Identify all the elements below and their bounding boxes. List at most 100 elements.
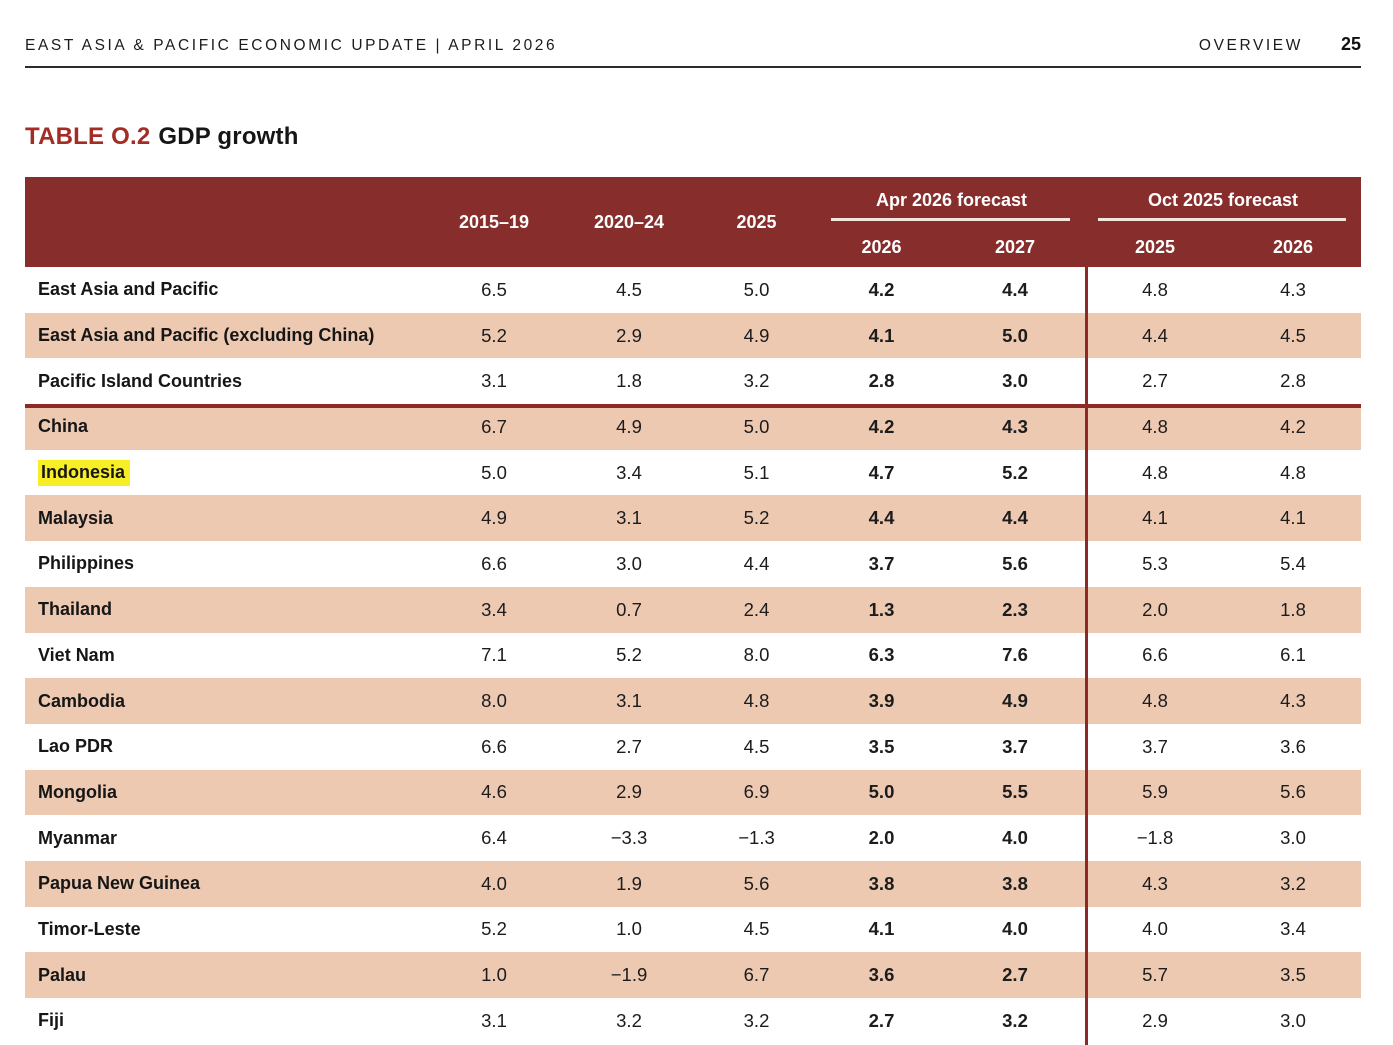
cell-value: 6.9 <box>743 781 770 803</box>
cell-value: 4.0 <box>1002 827 1028 849</box>
row-label: Viet Nam <box>38 644 115 665</box>
cell-value: 2.8 <box>868 370 895 392</box>
cell-value: 5.2 <box>743 507 770 529</box>
table-row: Palau 1.0 −1.9 6.7 3.6 2.7 5.7 3.5 <box>25 952 1361 998</box>
row-label: Palau <box>38 964 87 985</box>
row-label: Timor-Leste <box>38 918 141 939</box>
cell-value: 4.6 <box>481 781 507 803</box>
cell-value: 3.7 <box>868 552 895 574</box>
cell-value: 3.1 <box>481 1009 507 1031</box>
table-row: Cambodia 8.0 3.1 4.8 3.9 4.9 4.8 4.3 <box>25 678 1361 724</box>
cell-value: 6.1 <box>1280 644 1306 666</box>
cell-value: 4.8 <box>1280 461 1306 483</box>
cell-value: 4.4 <box>1002 507 1028 529</box>
cell-value: 4.4 <box>1142 324 1168 346</box>
cell-value: 2.9 <box>1142 1009 1168 1031</box>
cell-value: 5.9 <box>1142 781 1168 803</box>
row-label: Mongolia <box>38 781 117 802</box>
cell-value: 3.7 <box>1002 735 1028 757</box>
cell-value: 3.2 <box>1002 1009 1028 1031</box>
table-row: Indonesia 5.0 3.4 5.1 4.7 5.2 4.8 4.8 <box>25 449 1361 496</box>
cell-value: 3.1 <box>481 370 507 392</box>
cell-value: 4.8 <box>1142 690 1168 712</box>
page-header: EAST ASIA & PACIFIC ECONOMIC UPDATE | AP… <box>25 34 1361 55</box>
cell-value: 3.5 <box>868 735 895 757</box>
cell-value: 4.3 <box>1142 872 1168 894</box>
cell-value: 4.2 <box>868 415 895 437</box>
row-label: Cambodia <box>38 690 126 711</box>
cell-value: 3.2 <box>1280 872 1306 894</box>
cell-value: 5.2 <box>1002 461 1028 483</box>
row-label: Lao PDR <box>38 736 114 757</box>
cell-value: 5.7 <box>1142 964 1168 986</box>
table-name: GDP growth <box>158 123 299 150</box>
cell-value: 5.3 <box>1142 552 1168 574</box>
table-row: East Asia and Pacific (excluding China) 5… <box>25 312 1361 359</box>
cell-value: 3.2 <box>743 370 770 392</box>
cell-value: 5.1 <box>743 461 770 483</box>
cell-value: 4.1 <box>868 324 895 346</box>
table-body: East Asia and Pacific 6.5 4.5 5.0 4.2 4.4 4.8 4… <box>25 267 1361 1044</box>
cell-value: 4.5 <box>743 918 770 940</box>
table-row: Fiji 3.1 3.2 3.2 2.7 3.2 2.9 3.0 <box>25 998 1361 1044</box>
cell-value: 1.0 <box>616 918 642 940</box>
cell-value: 6.6 <box>1142 644 1168 666</box>
subheader-oct-2026: 2026 <box>1272 236 1314 257</box>
row-label: Papua New Guinea <box>38 873 201 894</box>
row-label: Thailand <box>38 599 113 620</box>
cell-value: 2.9 <box>616 324 642 346</box>
cell-value: 4.3 <box>1280 278 1306 300</box>
row-label: Indonesia <box>25 450 425 496</box>
cell-value: 4.9 <box>481 507 507 529</box>
cell-value: 6.6 <box>481 735 507 757</box>
cell-value: 3.8 <box>868 872 895 894</box>
cell-value: 2.7 <box>868 1009 895 1031</box>
cell-value: 2.7 <box>1142 370 1168 392</box>
cell-value: 4.0 <box>1002 918 1028 940</box>
subheader-oct-2025: 2025 <box>1134 236 1176 257</box>
cell-value: 4.4 <box>1002 278 1028 300</box>
cell-value: 6.4 <box>481 827 507 849</box>
cell-value: 3.0 <box>616 552 642 574</box>
cell-value: 3.1 <box>616 507 642 529</box>
cell-value: 4.9 <box>743 324 770 346</box>
cell-value: 4.9 <box>1002 690 1028 712</box>
table-row: Thailand 3.4 0.7 2.4 1.3 2.3 2.0 1.8 <box>25 586 1361 633</box>
cell-value: 5.5 <box>1002 781 1028 803</box>
cell-value: 8.0 <box>481 690 507 712</box>
cell-value: 3.0 <box>1002 370 1028 392</box>
cell-value: −1.8 <box>1136 827 1174 849</box>
cell-value: 4.8 <box>1142 461 1168 483</box>
column-header-2020-24: 2020–24 <box>593 211 665 232</box>
page-header-right: OVERVIEW 25 <box>1199 34 1361 55</box>
cell-value: 5.6 <box>1002 552 1028 574</box>
header-corner-cell <box>25 177 425 267</box>
cell-value: −1.9 <box>610 964 648 986</box>
cell-value: 3.4 <box>1280 918 1306 940</box>
cell-value: 6.6 <box>481 552 507 574</box>
cell-value: 1.9 <box>616 872 642 894</box>
cell-value: 4.0 <box>1142 918 1168 940</box>
cell-value: 4.5 <box>616 278 642 300</box>
cell-value: 4.2 <box>868 278 895 300</box>
cell-value: 0.7 <box>616 598 642 620</box>
cell-value: 3.7 <box>1142 735 1168 757</box>
table-row: Philippines 6.6 3.0 4.4 3.7 5.6 5.3 5.4 <box>25 541 1361 587</box>
cell-value: 4.4 <box>868 507 895 529</box>
table-row: Lao PDR 6.6 2.7 4.5 3.5 3.7 3.7 3.6 <box>25 723 1361 770</box>
cell-value: 2.0 <box>1142 598 1168 620</box>
cell-value: 5.0 <box>743 415 770 437</box>
cell-value: 3.2 <box>616 1009 642 1031</box>
report-title: EAST ASIA & PACIFIC ECONOMIC UPDATE | AP… <box>25 37 558 54</box>
table-row: Mongolia 4.6 2.9 6.9 5.0 5.5 5.9 5.6 <box>25 769 1361 816</box>
cell-value: 6.7 <box>743 964 770 986</box>
header-divider <box>25 66 1361 68</box>
cell-value: 3.0 <box>1280 1009 1306 1031</box>
row-label: Malaysia <box>38 507 114 528</box>
cell-value: 3.0 <box>1280 827 1306 849</box>
cell-value: 4.1 <box>1280 507 1306 529</box>
cell-value: 4.3 <box>1002 415 1028 437</box>
cell-value: 4.1 <box>868 918 895 940</box>
cell-value: 5.6 <box>743 872 770 894</box>
cell-value: 4.3 <box>1280 690 1306 712</box>
